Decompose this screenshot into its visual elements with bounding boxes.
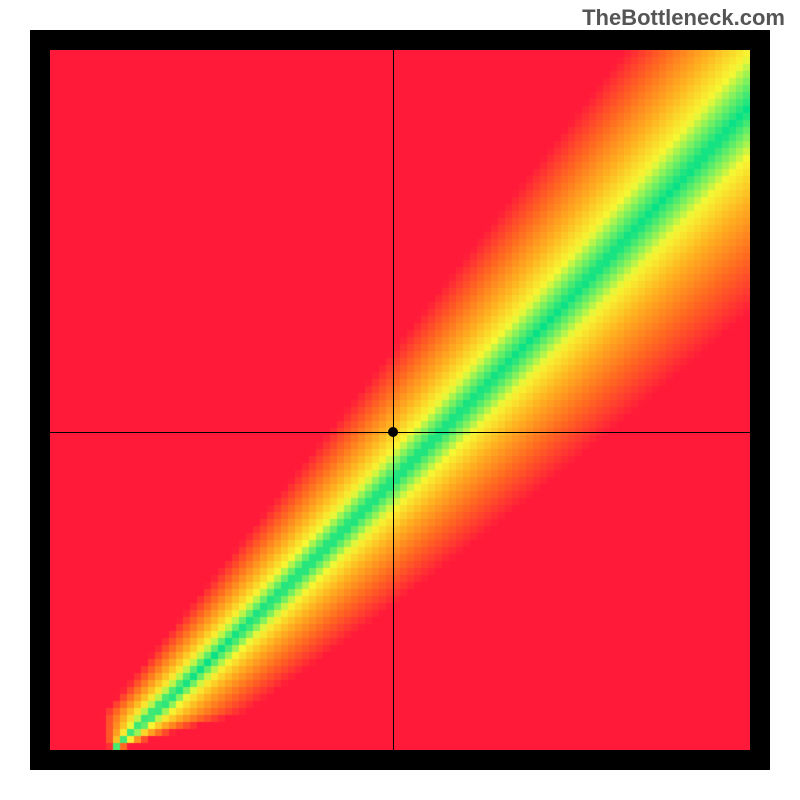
chart-container: TheBottleneck.com bbox=[0, 0, 800, 800]
heatmap-canvas bbox=[50, 50, 750, 750]
crosshair-horizontal bbox=[50, 432, 750, 433]
plot-area bbox=[50, 50, 750, 750]
crosshair-marker bbox=[388, 427, 398, 437]
chart-frame bbox=[30, 30, 770, 770]
crosshair-vertical bbox=[393, 50, 394, 750]
watermark-text: TheBottleneck.com bbox=[582, 5, 785, 31]
